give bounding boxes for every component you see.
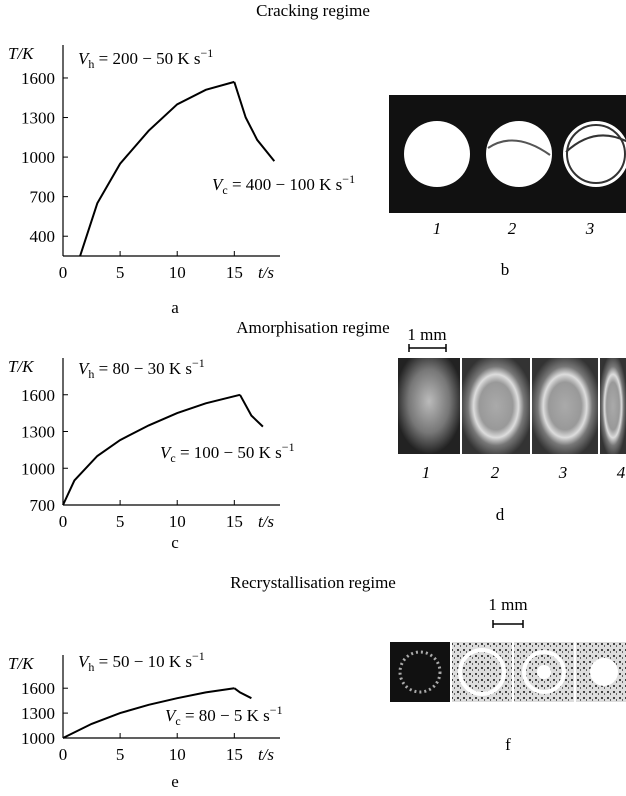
x-tick-label: 5 bbox=[116, 263, 125, 282]
line bbox=[240, 395, 263, 427]
image-label: 1 bbox=[422, 463, 431, 482]
annotation-text: = 400 − 100 K s bbox=[228, 175, 343, 194]
annotation: Vh = 80 − 30 K s−1 bbox=[78, 356, 205, 381]
y-tick-label: 700 bbox=[30, 188, 56, 207]
panel-label: f bbox=[505, 735, 511, 754]
panel-label: c bbox=[171, 533, 179, 552]
x-tick-label: 15 bbox=[226, 745, 243, 764]
x-tick-label: 5 bbox=[116, 512, 125, 531]
image-d: 1 mm 1 2 3 4 d bbox=[398, 325, 626, 524]
annotation: Vc = 80 − 5 K s−1 bbox=[165, 703, 283, 728]
annotation-text: = 50 − 10 K s bbox=[94, 652, 192, 671]
annotation-sup: −1 bbox=[282, 440, 295, 454]
image-f: 1 mm f bbox=[390, 595, 626, 754]
image-label: 1 bbox=[433, 219, 442, 238]
annotation-text: = 200 − 50 K s bbox=[94, 49, 200, 68]
chart-title: Recrystallisation regime bbox=[230, 573, 396, 592]
x-tick-label: 10 bbox=[169, 745, 186, 764]
image-label: 3 bbox=[558, 463, 568, 482]
x-tick-label: 0 bbox=[59, 512, 68, 531]
panel-label: b bbox=[501, 260, 510, 279]
line bbox=[80, 82, 234, 256]
scale-label: 1 mm bbox=[407, 325, 446, 344]
annotation-sup: −1 bbox=[192, 649, 205, 663]
annotation-text: = 100 − 50 K s bbox=[176, 443, 282, 462]
panel-label: a bbox=[171, 298, 179, 317]
y-tick-label: 400 bbox=[30, 227, 56, 246]
annotation: Vh = 50 − 10 K s−1 bbox=[78, 649, 205, 674]
y-axis-label: T/K bbox=[8, 654, 35, 673]
y-tick-label: 1000 bbox=[21, 459, 55, 478]
x-axis-label: t/s bbox=[258, 512, 274, 531]
panel-label: d bbox=[496, 505, 505, 524]
chart: Amorphisation regime T/K 700 1000 1300 1600 0 5… bbox=[8, 318, 390, 552]
annotation-text: = 80 − 30 K s bbox=[94, 359, 192, 378]
annotation: Vc = 100 − 50 K s−1 bbox=[160, 440, 295, 465]
y-tick-label: 1000 bbox=[21, 729, 55, 748]
chart-title: Amorphisation regime bbox=[236, 318, 389, 337]
x-tick-label: 5 bbox=[116, 745, 125, 764]
image-b: 1 2 3 b bbox=[389, 95, 626, 279]
chart: Cracking regime T/K 400 700 1000 1300 1600 0 5 10… bbox=[8, 1, 370, 317]
image-label: 3 bbox=[585, 219, 595, 238]
image-label: 2 bbox=[508, 219, 517, 238]
x-tick-label: 0 bbox=[59, 263, 68, 282]
chart-title: Cracking regime bbox=[256, 1, 370, 20]
annotation: Vc = 400 − 100 K s−1 bbox=[212, 172, 355, 197]
image-label: 2 bbox=[491, 463, 500, 482]
chart: Recrystallisation regime T/K 1000 1300 1600 0… bbox=[8, 573, 396, 791]
panel-label: e bbox=[171, 772, 179, 791]
annotation-sup: −1 bbox=[192, 356, 205, 370]
x-axis-label: t/s bbox=[258, 263, 274, 282]
annotation-text: = 80 − 5 K s bbox=[181, 706, 270, 725]
image-label: 4 bbox=[617, 463, 626, 482]
y-tick-label: 1600 bbox=[21, 679, 55, 698]
y-axis-label: T/K bbox=[8, 44, 35, 63]
y-tick-label: 1000 bbox=[21, 148, 55, 167]
y-tick-label: 700 bbox=[30, 496, 56, 515]
y-tick-label: 1600 bbox=[21, 386, 55, 405]
x-axis-label: t/s bbox=[258, 745, 274, 764]
x-tick-label: 15 bbox=[226, 512, 243, 531]
line bbox=[234, 688, 251, 698]
x-tick-label: 0 bbox=[59, 745, 68, 764]
x-tick-label: 10 bbox=[169, 512, 186, 531]
figure: 1 2 3 b 1 mm 1 2 3 4 d 1 mm f Cracking r… bbox=[0, 0, 626, 796]
annotation-sup: −1 bbox=[270, 703, 283, 717]
y-axis-label: T/K bbox=[8, 357, 35, 376]
annotation-sup: −1 bbox=[200, 46, 213, 60]
y-tick-label: 1300 bbox=[21, 704, 55, 723]
scale-label: 1 mm bbox=[488, 595, 527, 614]
y-tick-label: 1600 bbox=[21, 69, 55, 88]
line bbox=[234, 82, 274, 161]
annotation: Vh = 200 − 50 K s−1 bbox=[78, 46, 213, 71]
x-tick-label: 15 bbox=[226, 263, 243, 282]
annotation-sup: −1 bbox=[342, 172, 355, 186]
x-tick-label: 10 bbox=[169, 263, 186, 282]
y-tick-label: 1300 bbox=[21, 423, 55, 442]
y-tick-label: 1300 bbox=[21, 109, 55, 128]
